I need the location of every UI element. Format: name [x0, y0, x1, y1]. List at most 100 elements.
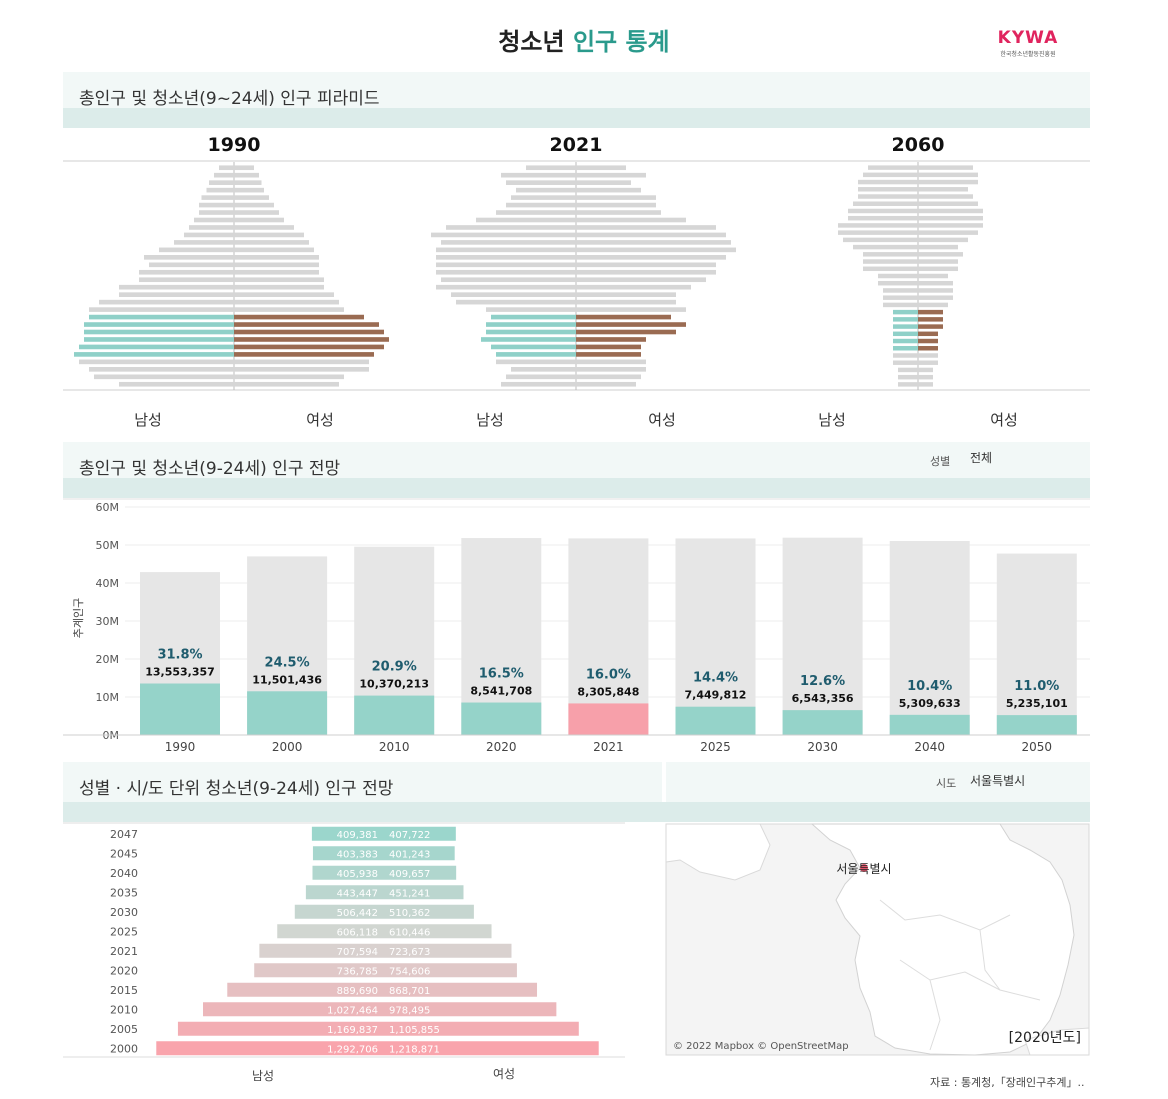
pyramid-bar-male[interactable]	[858, 179, 918, 185]
pyramid-bar-male[interactable]	[858, 194, 918, 199]
region-map[interactable]: 서울특별시 © 2022 Mapbox © OpenStreetMap [2020년…	[665, 823, 1090, 1056]
pyramid-bar-female[interactable]	[234, 314, 364, 320]
pyramid-bar-female[interactable]	[918, 201, 978, 206]
pyramid-bar-male[interactable]	[219, 165, 234, 171]
pyramid-bar-male[interactable]	[436, 269, 576, 275]
pyramid-bar-male[interactable]	[89, 367, 234, 372]
regional-bar-female[interactable]	[384, 1041, 599, 1056]
regional-bar-female[interactable]	[384, 924, 492, 939]
pyramid-bar-female[interactable]	[576, 322, 686, 327]
pyramid-bar-female[interactable]	[576, 172, 646, 178]
pyramid-bar-female[interactable]	[576, 329, 676, 335]
pyramid-bar-male[interactable]	[516, 187, 576, 193]
pyramid-bar-female[interactable]	[576, 277, 706, 283]
pyramid-bar-female[interactable]	[576, 195, 656, 200]
pyramid-bar-female[interactable]	[576, 247, 736, 253]
pyramid-bar-male[interactable]	[506, 374, 576, 380]
pyramid-bar-male[interactable]	[436, 262, 576, 268]
pyramid-bar-female[interactable]	[918, 179, 978, 185]
pyramid-bar-male[interactable]	[893, 353, 918, 358]
pyramid-bar-male[interactable]	[486, 322, 576, 327]
pyramid-bar-male[interactable]	[194, 217, 234, 223]
pyramid-bar-male[interactable]	[451, 292, 576, 297]
pyramid-bar-female[interactable]	[918, 223, 983, 228]
pyramid-bar-female[interactable]	[234, 180, 262, 185]
pyramid-bar-male[interactable]	[883, 295, 918, 300]
pyramid-bar-female[interactable]	[234, 337, 389, 342]
youth-population-bar[interactable]	[568, 703, 649, 735]
pyramid-bar-female[interactable]	[918, 208, 983, 214]
pyramid-bar-female[interactable]	[576, 187, 641, 193]
youth-population-bar[interactable]	[782, 710, 863, 735]
youth-population-bar[interactable]	[889, 714, 970, 735]
pyramid-bar-female[interactable]	[918, 317, 943, 322]
pyramid-bar-female[interactable]	[576, 352, 641, 357]
regional-bar-male[interactable]	[227, 982, 384, 997]
pyramid-bar-male[interactable]	[878, 273, 918, 279]
pyramid-bar-female[interactable]	[576, 232, 726, 238]
pyramid-bar-male[interactable]	[863, 259, 918, 264]
pyramid-bar-female[interactable]	[234, 292, 334, 297]
pyramid-bar-female[interactable]	[918, 360, 938, 365]
pyramid-bar-female[interactable]	[234, 359, 369, 365]
pyramid-bar-male[interactable]	[511, 195, 576, 200]
pyramid-bar-female[interactable]	[918, 237, 968, 243]
regional-bar-male[interactable]	[305, 885, 384, 900]
pyramid-bar-male[interactable]	[84, 337, 234, 342]
pyramid-bar-female[interactable]	[918, 259, 958, 264]
regional-bar-male[interactable]	[203, 1002, 384, 1017]
pyramid-bar-male[interactable]	[506, 180, 576, 185]
pyramid-bar-female[interactable]	[234, 269, 319, 275]
pyramid-bar-female[interactable]	[576, 269, 716, 275]
pyramid-bar-female[interactable]	[918, 187, 968, 192]
pyramid-bar-female[interactable]	[576, 299, 676, 305]
total-population-bar[interactable]	[568, 538, 649, 735]
pyramid-bar-male[interactable]	[511, 367, 576, 372]
pyramid-bar-male[interactable]	[139, 269, 234, 275]
pyramid-bar-male[interactable]	[159, 247, 234, 253]
pyramid-bar-female[interactable]	[576, 359, 646, 365]
pyramid-bar-male[interactable]	[199, 202, 234, 208]
region-filter-value[interactable]: 서울특별시	[970, 774, 1026, 788]
regional-bar-female[interactable]	[384, 1002, 557, 1017]
pyramid-bar-female[interactable]	[576, 284, 691, 290]
pyramid-bar-female[interactable]	[576, 314, 671, 320]
pyramid-bar-male[interactable]	[206, 187, 235, 193]
pyramid-bar-female[interactable]	[234, 277, 324, 283]
pyramid-bar-male[interactable]	[526, 165, 576, 171]
pyramid-bar-female[interactable]	[918, 165, 973, 170]
pyramid-bar-male[interactable]	[89, 314, 234, 320]
total-population-bar[interactable]	[461, 538, 542, 735]
regional-bar-male[interactable]	[294, 904, 384, 919]
pyramid-bar-female[interactable]	[576, 381, 636, 387]
youth-population-bar[interactable]	[675, 706, 756, 735]
pyramid-bar-female[interactable]	[918, 273, 948, 279]
pyramid-bar-male[interactable]	[506, 202, 576, 208]
pyramid-bar-male[interactable]	[853, 244, 918, 250]
pyramid-bar-female[interactable]	[918, 244, 958, 250]
pyramid-bar-female[interactable]	[918, 324, 943, 329]
pyramid-bar-male[interactable]	[491, 314, 576, 320]
pyramid-bar-male[interactable]	[838, 230, 918, 235]
pyramid-bar-male[interactable]	[893, 324, 918, 329]
regional-bar-female[interactable]	[384, 904, 474, 919]
pyramid-bar-female[interactable]	[918, 194, 973, 199]
pyramid-bar-female[interactable]	[234, 165, 254, 171]
pyramid-bar-female[interactable]	[234, 172, 259, 178]
pyramid-bar-female[interactable]	[576, 344, 641, 350]
pyramid-bar-female[interactable]	[576, 180, 631, 185]
pyramid-bar-male[interactable]	[74, 352, 234, 357]
pyramid-bar-male[interactable]	[893, 317, 918, 322]
pyramid-bar-male[interactable]	[189, 225, 234, 230]
pyramid-bar-female[interactable]	[234, 247, 314, 253]
pyramid-bar-male[interactable]	[456, 299, 576, 305]
pyramid-bar-male[interactable]	[863, 252, 918, 257]
pyramid-bar-female[interactable]	[918, 346, 938, 351]
regional-bar-female[interactable]	[384, 982, 538, 997]
pyramid-bar-male[interactable]	[84, 322, 234, 327]
pyramid-bar-female[interactable]	[576, 255, 726, 260]
pyramid-bar-male[interactable]	[79, 344, 234, 350]
pyramid-bar-male[interactable]	[898, 367, 918, 373]
pyramid-bar-female[interactable]	[918, 288, 953, 293]
total-population-bar[interactable]	[889, 540, 970, 735]
